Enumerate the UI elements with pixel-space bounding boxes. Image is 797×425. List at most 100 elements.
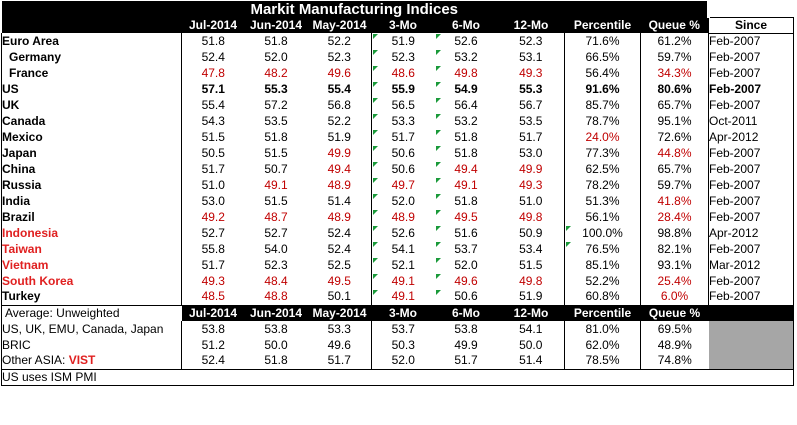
- cell-queue: 65.7%: [640, 97, 709, 113]
- table-row: Russia 51.0 49.1 48.9 49.7 49.1 49.3 78.2% 59.7%…: [1, 177, 794, 193]
- col-12mo: 12-Mo: [497, 17, 565, 33]
- cell-3mo: 55.9: [371, 81, 435, 97]
- avg-cell-percentile: 78.5%: [564, 353, 641, 369]
- cell-queue: 25.4%: [640, 273, 709, 289]
- cell-percentile: 24.0%: [564, 129, 641, 145]
- cell-jul-2014: 48.5: [181, 289, 245, 306]
- col-jun-2014: Jun-2014: [244, 17, 308, 33]
- page-title: Markit Manufacturing Indices: [1, 1, 709, 17]
- cell-6mo: 49.1: [435, 177, 498, 193]
- avg-col-6mo: 6-Mo: [434, 305, 498, 321]
- cell-3mo: 54.1: [371, 241, 435, 257]
- cell-jun-2014: 53.5: [264, 113, 288, 128]
- row-label: Japan: [1, 145, 182, 161]
- average-row: Other ASIA: VIST 52.4 51.8 51.7 52.0 51.7 51.4…: [1, 353, 794, 369]
- avg-col-12mo: 12-Mo: [497, 305, 565, 321]
- cell-may-2014: 52.5: [327, 257, 351, 272]
- cell-jul-2014: 55.8: [181, 241, 245, 257]
- cell-3mo: 48.9: [371, 209, 435, 225]
- table-row: India 53.0 51.5 51.4 52.0 51.8 51.0 51.3% 41.8% F…: [1, 193, 794, 209]
- cell-since: Feb-2007: [708, 289, 794, 306]
- cell-3mo: 52.0: [371, 193, 435, 209]
- title-row-blank: [707, 1, 794, 17]
- cell-since: Feb-2007: [708, 81, 794, 97]
- cell-12mo: 49.3: [519, 65, 543, 80]
- cell-jul-2014: 51.0: [181, 177, 245, 193]
- cell-percentile: 85.7%: [564, 97, 641, 113]
- cell-jun-2014: 52.7: [264, 225, 288, 240]
- cell-may-2014: 52.2: [327, 33, 351, 48]
- cell-may-2014: 49.4: [327, 161, 351, 176]
- cell-3mo: 50.6: [371, 145, 435, 161]
- cell-3mo: 49.7: [371, 177, 435, 193]
- cell-jul-2014: 51.7: [181, 257, 245, 273]
- avg-cell-jun-2014: 50.0: [264, 337, 288, 352]
- cell-percentile: 66.5%: [564, 49, 641, 65]
- cell-jun-2014: 52.3: [264, 257, 288, 272]
- avg-cell-may-2014: 51.7: [327, 353, 351, 368]
- cell-12mo: 53.1: [519, 49, 543, 64]
- cell-jul-2014: 52.7: [181, 225, 245, 241]
- cell-jul-2014: 49.2: [181, 209, 245, 225]
- cell-queue: 98.8%: [640, 225, 709, 241]
- avg-cell-percentile: 62.0%: [564, 337, 641, 353]
- cell-percentile: 85.1%: [564, 257, 641, 273]
- cell-queue: 41.8%: [640, 193, 709, 209]
- cell-jul-2014: 51.5: [181, 129, 245, 145]
- avg-cell-3mo: 50.3: [371, 337, 435, 353]
- cell-percentile: 60.8%: [564, 289, 641, 306]
- cell-6mo: 50.6: [434, 289, 498, 306]
- cell-6mo: 52.0: [435, 257, 498, 273]
- country-rows: Euro Area 51.8 51.8 52.2 51.9 52.6 52.3 71.6% 61…: [1, 33, 794, 306]
- cell-12mo: 51.0: [519, 193, 543, 208]
- average-rows: US, UK, EMU, Canada, Japan 53.8 53.8 53.3 53…: [1, 321, 794, 369]
- cell-percentile: 91.6%: [564, 81, 641, 97]
- cell-may-2014: 52.4: [327, 241, 351, 256]
- cell-queue: 6.0%: [640, 289, 709, 306]
- avg-cell-12mo: 54.1: [519, 321, 543, 336]
- cell-percentile: 52.2%: [564, 273, 641, 289]
- avg-cell-jul-2014: 51.2: [181, 337, 245, 353]
- cell-3mo: 51.7: [371, 129, 435, 145]
- cell-since: Apr-2012: [708, 225, 794, 241]
- indices-table: Markit Manufacturing Indices Jul-2014 Ju…: [1, 1, 794, 386]
- cell-since: Feb-2007: [708, 97, 794, 113]
- cell-12mo: 49.8: [519, 273, 543, 288]
- cell-jul-2014: 50.5: [181, 145, 245, 161]
- cell-jul-2014: 54.3: [181, 113, 245, 129]
- footnote-row: US uses ISM PMI: [1, 368, 794, 386]
- cell-since: Feb-2007: [708, 209, 794, 225]
- col-percentile: Percentile: [564, 17, 641, 33]
- cell-12mo: 55.3: [519, 81, 543, 96]
- cell-queue: 65.7%: [640, 161, 709, 177]
- cell-queue: 61.2%: [640, 33, 709, 49]
- cell-queue: 93.1%: [640, 257, 709, 273]
- cell-queue: 72.6%: [640, 129, 709, 145]
- cell-jun-2014: 55.3: [264, 81, 288, 96]
- row-label: US: [1, 81, 182, 97]
- cell-6mo: 49.8: [435, 65, 498, 81]
- row-label: Vietnam: [1, 257, 182, 273]
- cell-may-2014: 49.6: [327, 65, 351, 80]
- cell-since: Apr-2012: [708, 129, 794, 145]
- cell-queue: 82.1%: [640, 241, 709, 257]
- table-row: Euro Area 51.8 51.8 52.2 51.9 52.6 52.3 71.6% 61…: [1, 33, 794, 49]
- cell-jun-2014: 57.2: [264, 97, 288, 112]
- table-row: UK 55.4 57.2 56.8 56.5 56.4 56.7 85.7% 65.7% Feb-…: [1, 97, 794, 113]
- row-label: Russia: [1, 177, 182, 193]
- cell-12mo: 52.3: [519, 33, 543, 48]
- avg-cell-queue: 74.8%: [640, 353, 709, 369]
- cell-12mo: 50.9: [519, 225, 543, 240]
- cell-jul-2014: 51.8: [181, 33, 245, 49]
- col-may-2014: May-2014: [307, 17, 372, 33]
- cell-since: Feb-2007: [708, 273, 794, 289]
- row-label: Germany: [1, 49, 182, 65]
- col-since: Since: [708, 16, 794, 34]
- row-label: Mexico: [1, 129, 182, 145]
- row-label: UK: [1, 97, 182, 113]
- header-row: Jul-2014 Jun-2014 May-2014 3-Mo 6-Mo 12-…: [1, 16, 794, 34]
- cell-jun-2014: 48.7: [264, 209, 288, 224]
- cell-jun-2014: 49.1: [264, 177, 288, 192]
- row-label: Canada: [1, 113, 182, 129]
